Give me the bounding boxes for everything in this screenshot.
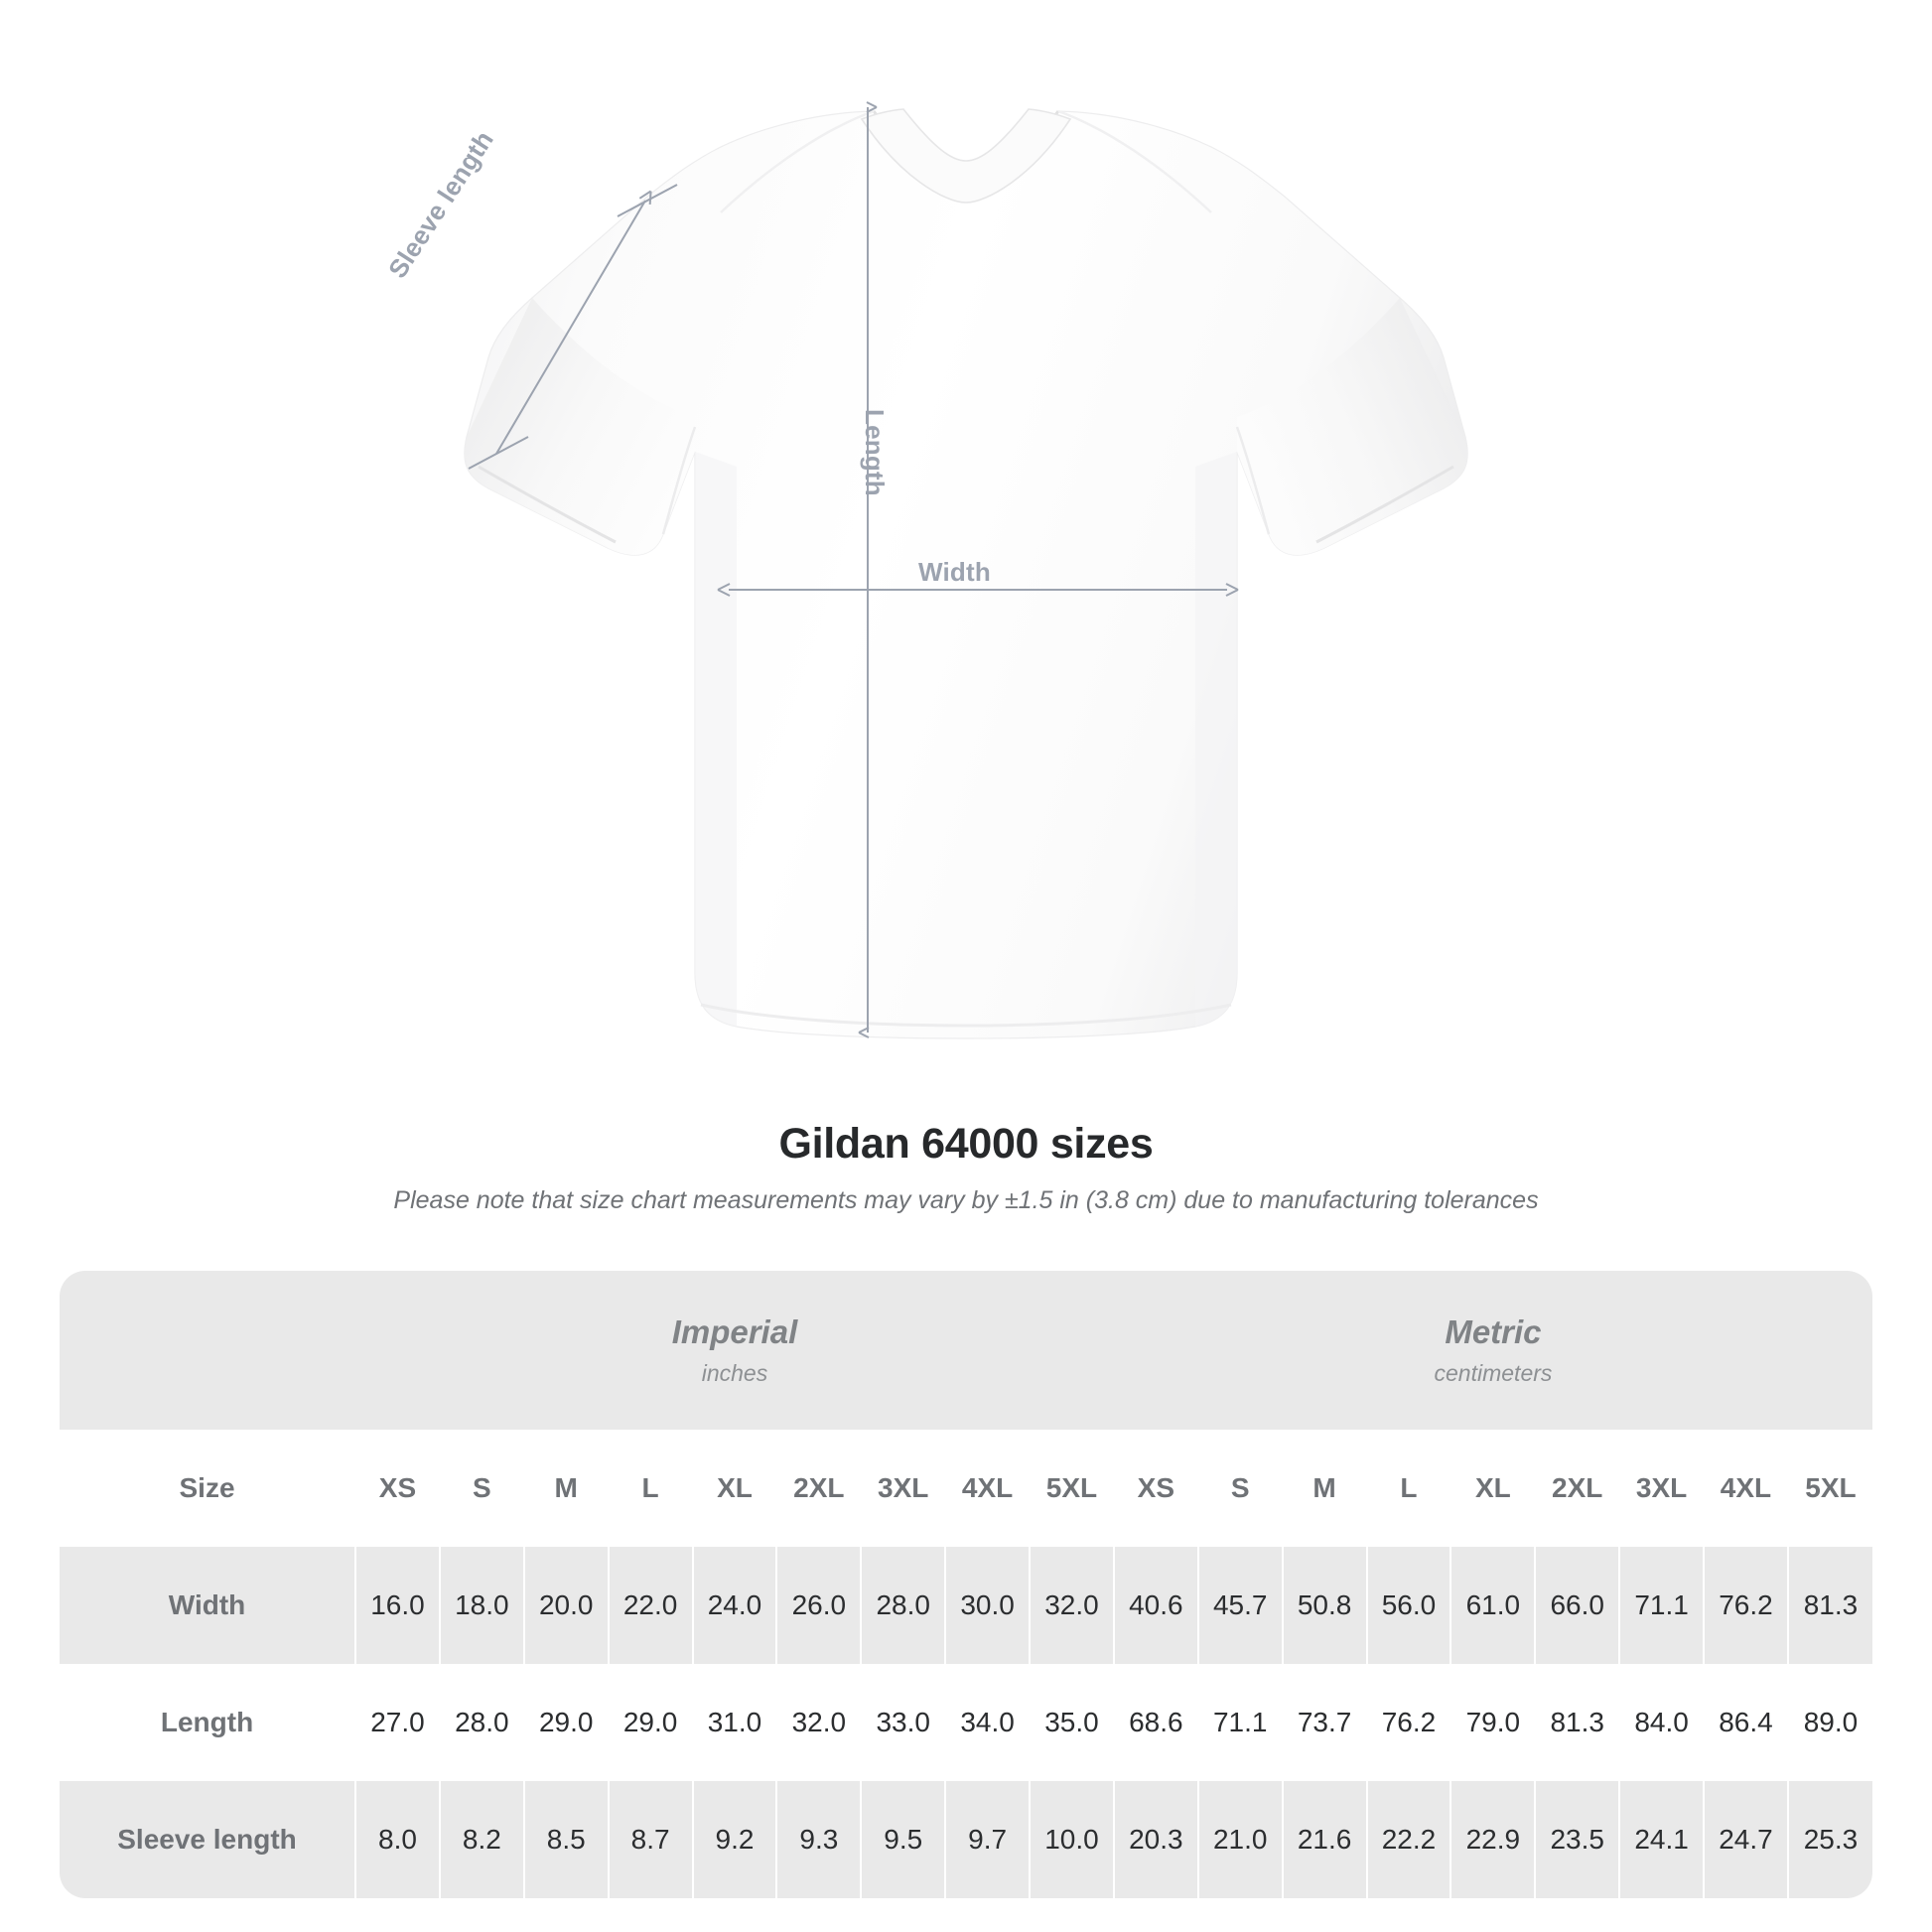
table-row: Sleeve length 8.0 8.2 8.5 8.7 9.2 9.3 9.5 9.7 10.… xyxy=(60,1781,1872,1898)
measurement-cell: 21.0 xyxy=(1196,1781,1283,1898)
measurement-cell: 76.2 xyxy=(1365,1664,1451,1781)
unit-group-row: Imperial inches Metric centimeters xyxy=(60,1271,1872,1430)
size-column-header: M xyxy=(522,1430,609,1547)
size-column-header: S xyxy=(1196,1430,1283,1547)
measurement-cell: 33.0 xyxy=(860,1664,946,1781)
measurement-cell: 30.0 xyxy=(944,1547,1031,1664)
size-column-header: 5XL xyxy=(1786,1430,1872,1547)
measurement-cell: 22.9 xyxy=(1449,1781,1536,1898)
size-header-row: Size XS S M L XL 2XL 3XL 4XL 5XL XS S M L XL 2XL 3XL 4XL 5… xyxy=(60,1430,1872,1547)
measurement-cell: 56.0 xyxy=(1365,1547,1451,1664)
size-column-header: 2XL xyxy=(775,1430,862,1547)
unit-row-spacer xyxy=(60,1271,356,1430)
tshirt-diagram: Sleeve length Length Width xyxy=(382,101,1468,1039)
measurement-cell: 28.0 xyxy=(438,1664,524,1781)
unit-group-unit: inches xyxy=(701,1359,768,1386)
measurement-cell: 8.7 xyxy=(607,1781,693,1898)
measurement-cell: 45.7 xyxy=(1196,1547,1283,1664)
size-column-header: 4XL xyxy=(1703,1430,1788,1547)
size-column-header: XS xyxy=(354,1430,440,1547)
size-column-header: L xyxy=(1365,1430,1451,1547)
measurement-cell: 9.2 xyxy=(691,1781,777,1898)
measurement-cell: 34.0 xyxy=(944,1664,1031,1781)
size-column-header: XS xyxy=(1112,1430,1198,1547)
measurement-cell: 81.3 xyxy=(1786,1547,1872,1664)
measurement-cell: 86.4 xyxy=(1703,1664,1788,1781)
measurement-cell: 32.0 xyxy=(1029,1547,1114,1664)
measurement-cell: 84.0 xyxy=(1618,1664,1705,1781)
measurement-cell: 25.3 xyxy=(1786,1781,1872,1898)
row-label: Length xyxy=(60,1664,356,1781)
measurement-cell: 28.0 xyxy=(860,1547,946,1664)
measurement-cell: 29.0 xyxy=(607,1664,693,1781)
measurement-cell: 20.0 xyxy=(522,1547,609,1664)
measurement-cell: 71.1 xyxy=(1618,1547,1705,1664)
measurement-cell: 9.7 xyxy=(944,1781,1031,1898)
measurement-cell: 40.6 xyxy=(1112,1547,1198,1664)
measurement-cell: 23.5 xyxy=(1534,1781,1620,1898)
unit-group-name: Imperial xyxy=(671,1313,798,1351)
measurement-cell: 71.1 xyxy=(1196,1664,1283,1781)
unit-group-name: Metric xyxy=(1445,1313,1542,1351)
measurement-lines xyxy=(468,101,1239,1038)
measurement-cell: 22.0 xyxy=(607,1547,693,1664)
page-title: Gildan 64000 sizes xyxy=(778,1120,1154,1168)
measurement-cell: 9.5 xyxy=(860,1781,946,1898)
size-column-header: 2XL xyxy=(1534,1430,1620,1547)
size-column-header: S xyxy=(438,1430,524,1547)
size-header-label: Size xyxy=(60,1430,356,1547)
measurement-cell: 35.0 xyxy=(1029,1664,1114,1781)
measurement-cell: 61.0 xyxy=(1449,1547,1536,1664)
tolerance-note: Please note that size chart measurements… xyxy=(393,1186,1539,1214)
measurement-cell: 31.0 xyxy=(691,1664,777,1781)
measurement-cell: 73.7 xyxy=(1281,1664,1367,1781)
measurement-cell: 22.2 xyxy=(1365,1781,1451,1898)
unit-group-imperial: Imperial inches xyxy=(355,1271,1114,1430)
measurement-cell: 24.1 xyxy=(1618,1781,1705,1898)
table-row: Width 16.0 18.0 20.0 22.0 24.0 26.0 28.0 30.0 32.… xyxy=(60,1547,1872,1664)
size-chart-table-wrapper: Imperial inches Metric centimeters Size XS S M L… xyxy=(60,1271,1872,1898)
measurement-cell: 21.6 xyxy=(1281,1781,1367,1898)
measurement-cell: 68.6 xyxy=(1112,1664,1198,1781)
title-block: Gildan 64000 sizes Please note that size… xyxy=(0,1120,1932,1215)
unit-group-metric: Metric centimeters xyxy=(1113,1271,1872,1430)
size-column-header: 3XL xyxy=(1618,1430,1705,1547)
measurement-cell: 24.0 xyxy=(691,1547,777,1664)
measurement-cell: 66.0 xyxy=(1534,1547,1620,1664)
table-row: Length 27.0 28.0 29.0 29.0 31.0 32.0 33.0 34.0 35… xyxy=(60,1664,1872,1781)
measurement-cell: 29.0 xyxy=(522,1664,609,1781)
size-column-header: XL xyxy=(691,1430,777,1547)
measurement-cell: 27.0 xyxy=(354,1664,440,1781)
size-chart-table: Imperial inches Metric centimeters Size XS S M L… xyxy=(60,1271,1872,1898)
measurement-cell: 16.0 xyxy=(354,1547,440,1664)
row-label: Sleeve length xyxy=(60,1781,356,1898)
row-label: Width xyxy=(60,1547,356,1664)
measurement-cell: 8.5 xyxy=(522,1781,609,1898)
size-column-header: 5XL xyxy=(1029,1430,1114,1547)
measurement-cell: 9.3 xyxy=(775,1781,862,1898)
width-label: Width xyxy=(918,557,991,587)
measurement-cell: 18.0 xyxy=(438,1547,524,1664)
tshirt-illustration xyxy=(464,101,1468,1039)
measurement-cell: 81.3 xyxy=(1534,1664,1620,1781)
sleeve-arrow xyxy=(495,190,652,455)
measurement-cell: 8.2 xyxy=(438,1781,524,1898)
measurement-cell: 24.7 xyxy=(1703,1781,1788,1898)
measurement-cell: 10.0 xyxy=(1029,1781,1114,1898)
size-column-header: 4XL xyxy=(944,1430,1031,1547)
size-column-header: XL xyxy=(1449,1430,1536,1547)
measurement-cell: 76.2 xyxy=(1703,1547,1788,1664)
length-label: Length xyxy=(860,409,890,496)
size-column-header: L xyxy=(607,1430,693,1547)
measurement-cell: 32.0 xyxy=(775,1664,862,1781)
measurement-cell: 79.0 xyxy=(1449,1664,1536,1781)
measurement-cell: 89.0 xyxy=(1786,1664,1872,1781)
measurement-cell: 26.0 xyxy=(775,1547,862,1664)
size-column-header: M xyxy=(1281,1430,1367,1547)
unit-group-unit: centimeters xyxy=(1434,1359,1553,1386)
measurement-cell: 8.0 xyxy=(354,1781,440,1898)
measurement-cell: 20.3 xyxy=(1112,1781,1198,1898)
size-column-header: 3XL xyxy=(860,1430,946,1547)
measurement-cell: 50.8 xyxy=(1281,1547,1367,1664)
